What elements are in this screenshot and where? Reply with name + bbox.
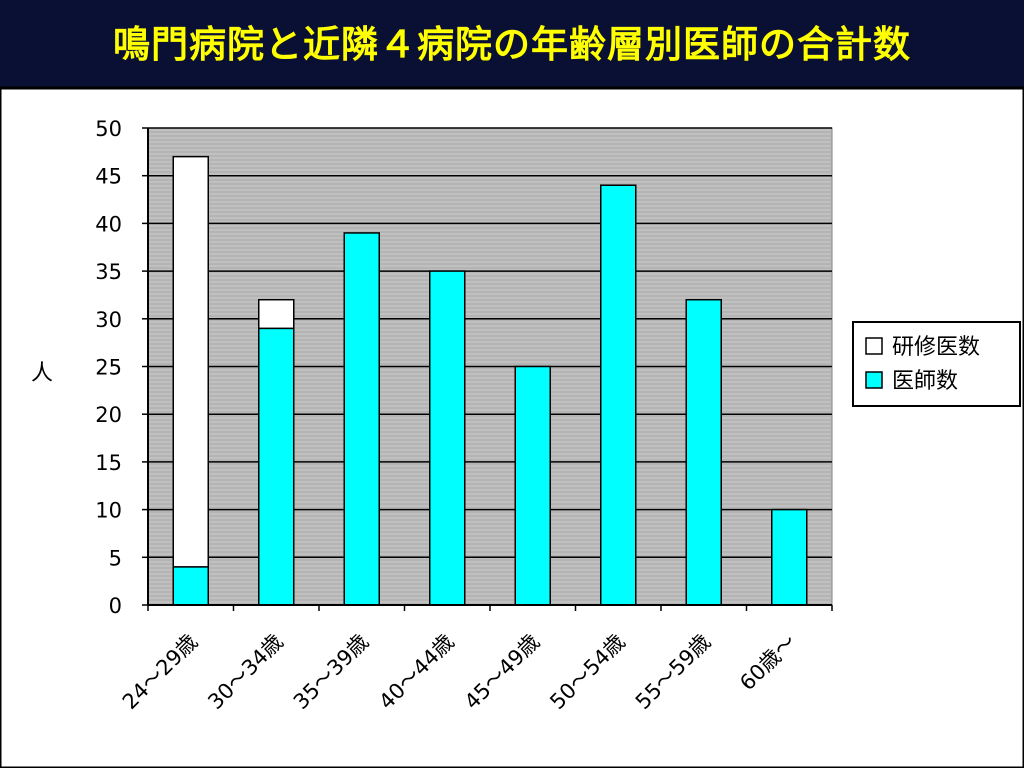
bar-segment: [258, 298, 295, 330]
legend-box: [852, 321, 1021, 407]
bar-segment: [771, 508, 808, 606]
y-tick-label: 20: [95, 403, 122, 427]
bar-segment: [172, 566, 209, 606]
bars: [172, 155, 808, 606]
bar-segment: [600, 184, 637, 606]
y-tick-label: 35: [95, 260, 122, 284]
axes: [142, 127, 833, 611]
legend-swatch: [865, 337, 883, 355]
slide-border: [0, 86, 1024, 768]
y-tick-label: 30: [95, 308, 122, 332]
bar-segment: [258, 327, 295, 606]
y-tick-label: 25: [95, 356, 122, 380]
bar-segment: [514, 365, 551, 606]
legend-swatch: [865, 371, 883, 389]
y-tick-label: 5: [109, 546, 122, 570]
y-tick-label: 50: [95, 117, 122, 141]
y-tick-label: 45: [95, 165, 122, 189]
bar-segment: [343, 232, 380, 606]
y-tick-label: 0: [109, 594, 122, 618]
y-tick-label: 15: [95, 451, 122, 475]
y-axis-label: 人: [31, 361, 53, 386]
legend-label: 研修医数: [892, 335, 980, 360]
y-tick-labels: 0 5 10 15 20 25 30 35 40 45 50: [95, 117, 122, 618]
slide-title: 鳴門病院と近隣４病院の年齢層別医師の合計数: [113, 23, 911, 66]
bar-segment: [685, 298, 722, 606]
title-bar: 鳴門病院と近隣４病院の年齢層別医師の合計数: [0, 0, 1024, 88]
bar-segment: [172, 155, 209, 568]
bar-segment: [429, 270, 466, 606]
y-tick-label: 40: [95, 212, 122, 236]
legend-label: 医師数: [892, 369, 958, 394]
y-tick-label: 10: [95, 499, 122, 523]
